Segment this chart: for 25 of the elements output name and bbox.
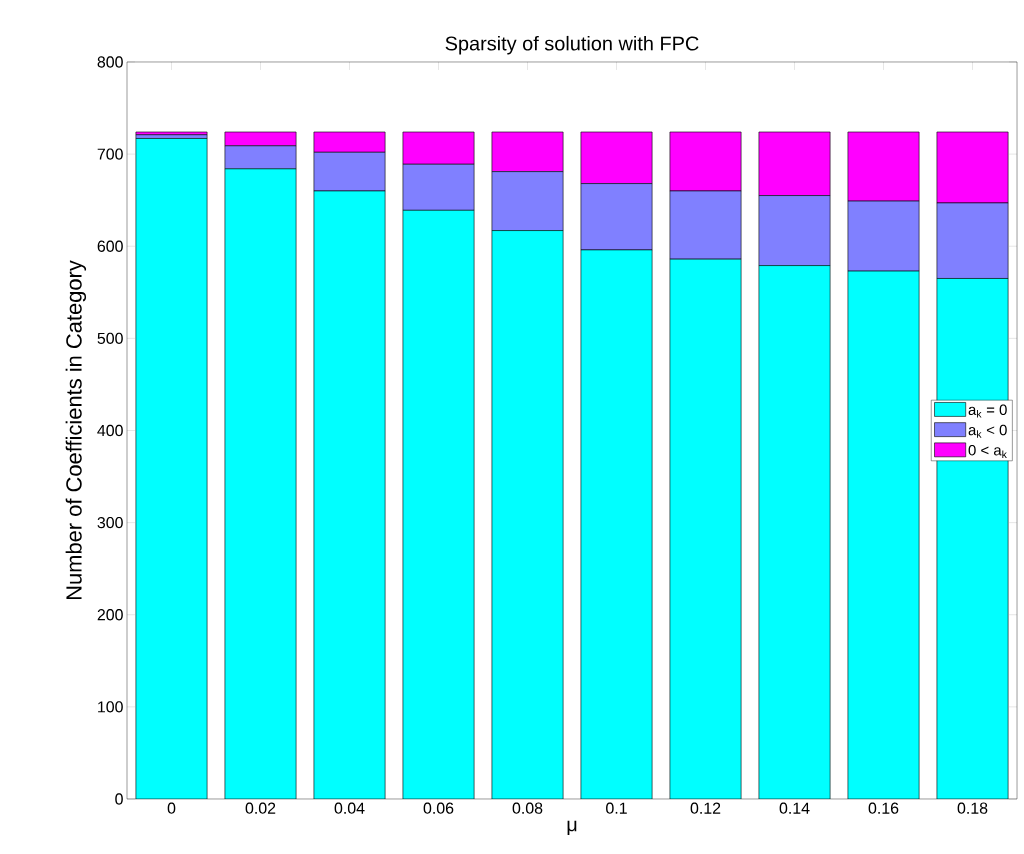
x-axis-title: μ xyxy=(567,820,577,835)
legend-label: a$_{k}$ = 0 xyxy=(968,404,1007,418)
chart-title: Sparsity of solution with FPC xyxy=(445,35,699,55)
legend-label: a$_{k}$ < 0 xyxy=(968,424,1007,438)
y-tick-label: 500 xyxy=(97,332,123,344)
y-tick-label: 200 xyxy=(97,609,123,621)
y-tick-label: 700 xyxy=(97,148,123,160)
x-tick-label: 0.1 xyxy=(606,802,627,814)
x-tick-label: 0.14 xyxy=(779,802,810,814)
y-axis-title: Number of Coefficients in Category xyxy=(65,260,87,600)
y-tick-label: 400 xyxy=(97,424,123,437)
y-tick-label: 0 xyxy=(115,793,123,805)
x-tick-label: 0.04 xyxy=(334,802,365,814)
legend-label: 0 < a$_{k}$ xyxy=(968,444,1007,458)
x-tick-label: 0.18 xyxy=(957,802,988,814)
y-tick-label: 100 xyxy=(98,701,123,713)
x-tick-label: 0.02 xyxy=(245,802,276,814)
x-tick-label: 0.12 xyxy=(690,802,721,814)
x-tick-label: 0.06 xyxy=(423,802,454,814)
y-tick-label: 800 xyxy=(97,56,123,68)
y-tick-label: 600 xyxy=(97,240,123,252)
x-tick-label: 0.08 xyxy=(512,802,543,814)
x-tick-label: 0 xyxy=(167,802,176,814)
x-tick-label: 0.16 xyxy=(868,802,899,814)
y-tick-label: 300 xyxy=(97,516,123,529)
